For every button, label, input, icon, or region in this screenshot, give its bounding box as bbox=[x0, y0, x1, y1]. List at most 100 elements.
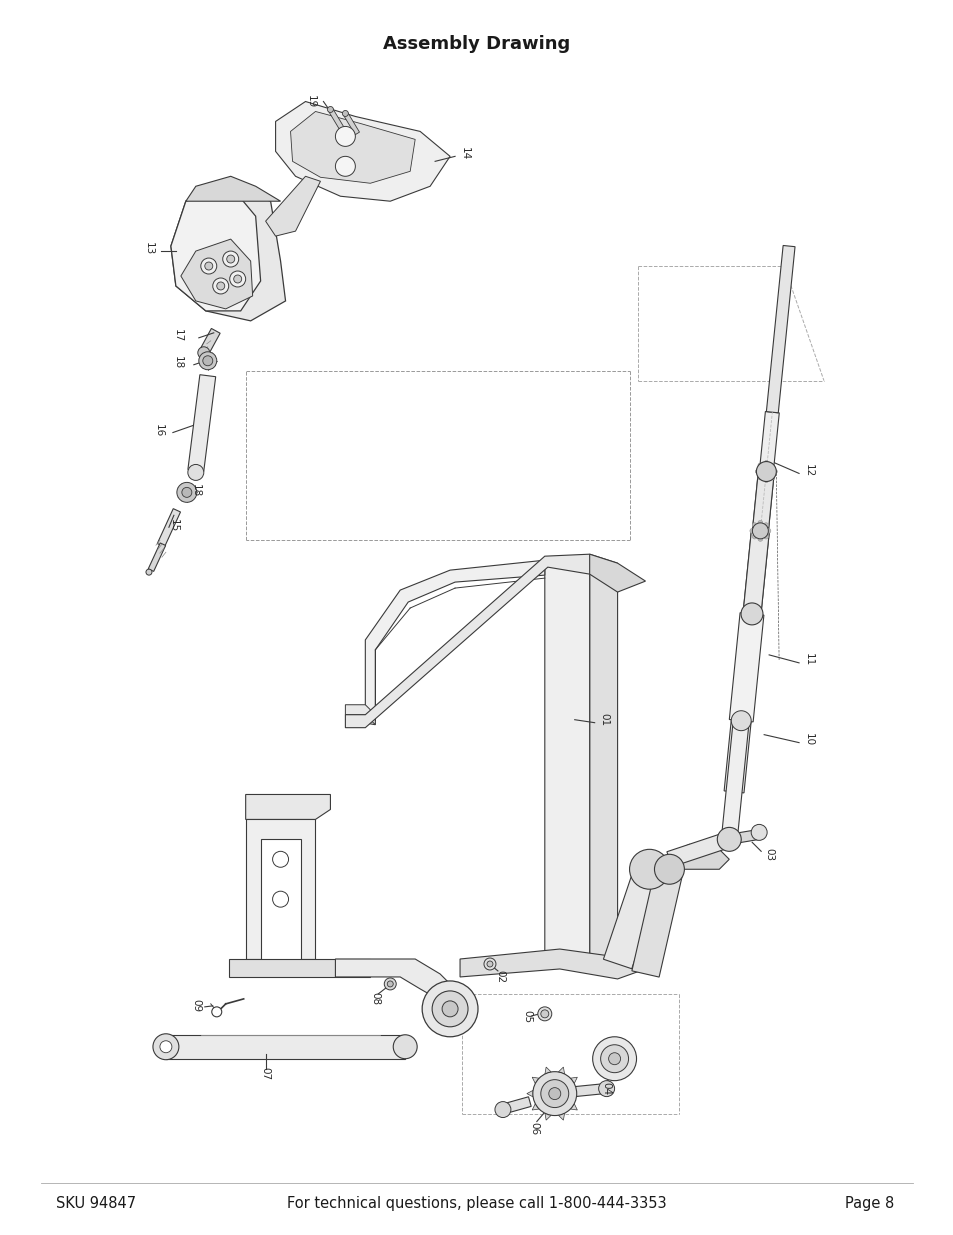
Text: 02: 02 bbox=[495, 971, 504, 983]
Text: 09: 09 bbox=[192, 999, 202, 1013]
Circle shape bbox=[200, 258, 216, 274]
Circle shape bbox=[740, 603, 762, 625]
Text: 04: 04 bbox=[601, 1082, 611, 1095]
Text: 05: 05 bbox=[522, 1010, 533, 1024]
Polygon shape bbox=[752, 471, 774, 531]
Circle shape bbox=[758, 475, 761, 480]
Circle shape bbox=[393, 1035, 416, 1058]
Text: 11: 11 bbox=[803, 653, 813, 667]
Text: 03: 03 bbox=[763, 847, 773, 861]
Text: 10: 10 bbox=[803, 734, 813, 746]
Circle shape bbox=[763, 461, 767, 464]
Polygon shape bbox=[544, 1067, 551, 1074]
Polygon shape bbox=[759, 411, 779, 472]
Polygon shape bbox=[728, 830, 760, 845]
Polygon shape bbox=[558, 1067, 564, 1074]
Circle shape bbox=[203, 356, 213, 366]
Circle shape bbox=[600, 1045, 628, 1073]
Circle shape bbox=[654, 855, 683, 884]
Circle shape bbox=[757, 520, 762, 525]
Polygon shape bbox=[148, 543, 166, 572]
Circle shape bbox=[729, 831, 732, 834]
Circle shape bbox=[205, 262, 213, 270]
Circle shape bbox=[486, 961, 493, 967]
Polygon shape bbox=[246, 794, 330, 819]
Circle shape bbox=[227, 256, 234, 263]
Polygon shape bbox=[343, 112, 359, 135]
Text: 01: 01 bbox=[599, 713, 609, 726]
Polygon shape bbox=[181, 240, 253, 309]
Circle shape bbox=[548, 1088, 560, 1099]
Polygon shape bbox=[667, 845, 728, 869]
Circle shape bbox=[720, 831, 737, 847]
Circle shape bbox=[731, 710, 750, 731]
Polygon shape bbox=[570, 1077, 577, 1083]
Circle shape bbox=[763, 478, 767, 483]
Circle shape bbox=[176, 483, 196, 503]
Polygon shape bbox=[532, 1104, 538, 1110]
Text: 16: 16 bbox=[153, 424, 164, 437]
Circle shape bbox=[540, 1010, 548, 1018]
Polygon shape bbox=[728, 613, 763, 722]
Circle shape bbox=[725, 831, 728, 834]
Polygon shape bbox=[171, 186, 260, 311]
Polygon shape bbox=[157, 509, 180, 547]
Circle shape bbox=[717, 827, 740, 851]
Circle shape bbox=[752, 534, 757, 538]
Circle shape bbox=[216, 282, 225, 290]
Polygon shape bbox=[199, 329, 220, 356]
Circle shape bbox=[160, 1041, 172, 1052]
Circle shape bbox=[537, 1007, 551, 1021]
Text: 08: 08 bbox=[370, 993, 380, 1005]
Circle shape bbox=[592, 1036, 636, 1081]
Polygon shape bbox=[603, 864, 663, 968]
Circle shape bbox=[755, 469, 759, 473]
Circle shape bbox=[342, 110, 348, 116]
Circle shape bbox=[762, 534, 768, 538]
Circle shape bbox=[770, 475, 774, 480]
Polygon shape bbox=[723, 613, 761, 793]
Polygon shape bbox=[544, 1113, 551, 1120]
Circle shape bbox=[222, 251, 238, 267]
Circle shape bbox=[757, 463, 775, 480]
Polygon shape bbox=[345, 555, 617, 727]
Polygon shape bbox=[246, 819, 315, 960]
Polygon shape bbox=[752, 471, 774, 531]
Circle shape bbox=[197, 347, 210, 358]
Circle shape bbox=[335, 157, 355, 177]
Circle shape bbox=[273, 851, 288, 867]
Text: 17: 17 bbox=[172, 330, 183, 342]
Polygon shape bbox=[558, 1113, 564, 1120]
Circle shape bbox=[749, 529, 754, 534]
Circle shape bbox=[608, 1052, 620, 1065]
Circle shape bbox=[335, 126, 355, 147]
Circle shape bbox=[533, 1072, 577, 1115]
Polygon shape bbox=[666, 832, 731, 867]
Text: 12: 12 bbox=[803, 464, 813, 477]
Polygon shape bbox=[526, 1091, 533, 1097]
Circle shape bbox=[384, 978, 395, 990]
Polygon shape bbox=[275, 101, 450, 201]
Circle shape bbox=[752, 522, 767, 538]
Text: 07: 07 bbox=[260, 1067, 271, 1081]
Circle shape bbox=[756, 462, 776, 482]
Text: 18: 18 bbox=[191, 484, 201, 496]
Circle shape bbox=[387, 981, 393, 987]
Text: 13: 13 bbox=[144, 242, 153, 256]
Polygon shape bbox=[589, 556, 617, 977]
Polygon shape bbox=[171, 186, 285, 321]
Polygon shape bbox=[345, 705, 375, 725]
Polygon shape bbox=[720, 720, 748, 840]
Circle shape bbox=[422, 981, 477, 1036]
Text: Assembly Drawing: Assembly Drawing bbox=[383, 35, 570, 53]
Polygon shape bbox=[229, 960, 370, 977]
Polygon shape bbox=[291, 111, 415, 183]
Polygon shape bbox=[544, 556, 589, 969]
Circle shape bbox=[188, 464, 204, 480]
Polygon shape bbox=[532, 1077, 538, 1083]
Circle shape bbox=[182, 488, 192, 498]
Text: 14: 14 bbox=[459, 147, 470, 161]
Circle shape bbox=[213, 278, 229, 294]
Polygon shape bbox=[335, 960, 464, 1009]
Circle shape bbox=[432, 990, 468, 1026]
